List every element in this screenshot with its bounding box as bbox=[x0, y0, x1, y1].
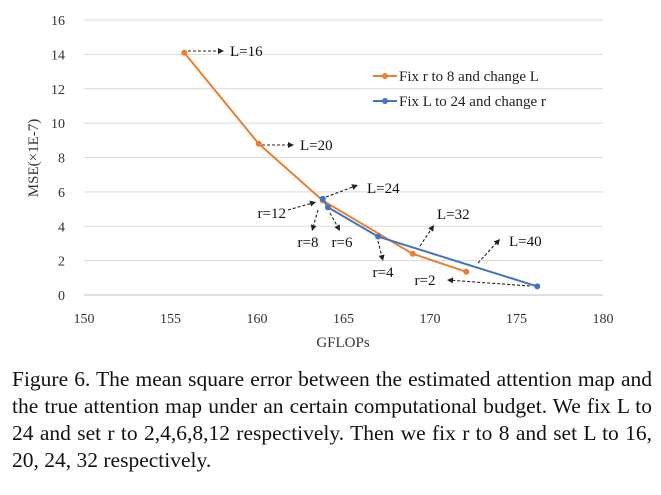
legend-label-1: Fix L to 24 and change r bbox=[399, 94, 546, 110]
annotation-arrow-line-3 bbox=[419, 229, 432, 247]
series-line-0 bbox=[183, 52, 467, 273]
x-tick-labels: 150 155 160 165 170 175 180 bbox=[74, 312, 614, 327]
legend-label-0: Fix r to 8 and change L bbox=[399, 69, 539, 85]
annotation-arrow-line-7 bbox=[329, 212, 338, 227]
annotation-arrow-head-0 bbox=[218, 48, 224, 54]
y-tick-label: 2 bbox=[58, 255, 65, 270]
y-tick-label: 14 bbox=[51, 48, 65, 63]
y-axis-label: MSE(×1E-7) bbox=[26, 119, 42, 197]
legend: Fix r to 8 and change L Fix L to 24 and … bbox=[373, 69, 546, 110]
annotation-label-6: r=8 bbox=[298, 235, 319, 251]
annotation-label-7: r=6 bbox=[332, 235, 353, 251]
y-tick-label: 4 bbox=[58, 220, 65, 235]
x-tick-label: 165 bbox=[333, 312, 354, 327]
y-tick-labels: 0 2 4 6 8 10 12 14 16 bbox=[51, 14, 65, 304]
series-0-point-3 bbox=[409, 250, 416, 257]
mse-gflops-chart: 0 2 4 6 8 10 12 14 16 150 155 160 165 170 175 180 GFLO… bbox=[26, 14, 614, 351]
figure-caption: Figure 6. The mean square error between … bbox=[12, 367, 652, 472]
x-tick-label: 160 bbox=[247, 312, 268, 327]
series-0-point-1 bbox=[255, 140, 262, 147]
series-1-point-0 bbox=[319, 195, 326, 202]
y-tick-label: 10 bbox=[51, 117, 65, 132]
annotation-arrow-head-8 bbox=[378, 254, 385, 261]
annotation-arrow-head-4 bbox=[493, 239, 500, 246]
annotation-arrow-line-5 bbox=[287, 203, 311, 211]
annotation-arrow-line-6 bbox=[313, 209, 319, 226]
annotation-arrow-line-9 bbox=[452, 279, 531, 287]
annotation-arrow-head-2 bbox=[351, 184, 358, 190]
gridlines bbox=[84, 19, 603, 296]
series-line-1 bbox=[321, 198, 538, 288]
annotation-arrow-line-8 bbox=[377, 240, 383, 256]
annotation-arrow-head-6 bbox=[310, 224, 317, 231]
annotation-arrow-head-3 bbox=[428, 225, 434, 232]
annotation-arrow-head-1 bbox=[288, 142, 294, 148]
annotation-label-8: r=4 bbox=[373, 265, 394, 281]
series-1-point-3 bbox=[534, 283, 541, 290]
y-tick-label: 12 bbox=[51, 83, 65, 98]
x-tick-label: 155 bbox=[160, 312, 181, 327]
x-tick-label: 180 bbox=[593, 312, 614, 327]
annotation-arrow-head-5 bbox=[309, 200, 316, 207]
y-tick-label: 16 bbox=[51, 14, 65, 29]
annotation-label-1: L=20 bbox=[300, 138, 333, 154]
annotation-arrow-head-7 bbox=[334, 224, 340, 231]
y-tick-label: 6 bbox=[58, 186, 65, 201]
annotation-arrow-head-9 bbox=[447, 277, 454, 284]
annotation-label-9: r=2 bbox=[415, 273, 436, 289]
legend-swatch-marker-1 bbox=[382, 98, 388, 104]
x-axis-label: GFLOPs bbox=[316, 335, 370, 351]
annotation-label-4: L=40 bbox=[509, 234, 542, 250]
series bbox=[181, 49, 541, 290]
series-1-point-2 bbox=[375, 233, 382, 240]
series-0-point-4 bbox=[463, 268, 470, 275]
legend-swatch-marker-0 bbox=[382, 73, 388, 79]
x-tick-label: 175 bbox=[506, 312, 527, 327]
annotation-labels: L=16 L=20 L=24 L=32 L=40 r=12 r=8 r=6 r=4 r=2 bbox=[230, 44, 542, 289]
y-tick-label: 0 bbox=[58, 289, 65, 304]
annotation-label-5: r=12 bbox=[258, 206, 286, 222]
y-tick-label: 8 bbox=[58, 152, 65, 167]
annotation-label-2: L=24 bbox=[367, 181, 400, 197]
annotation-arrow-line-4 bbox=[477, 243, 497, 264]
series-1-point-1 bbox=[324, 204, 331, 211]
x-tick-label: 170 bbox=[420, 312, 441, 327]
annotation-arrows bbox=[188, 48, 531, 287]
series-0-point-0 bbox=[181, 49, 188, 56]
annotation-label-3: L=32 bbox=[437, 207, 470, 223]
annotation-label-0: L=16 bbox=[230, 44, 263, 60]
x-tick-label: 150 bbox=[74, 312, 95, 327]
